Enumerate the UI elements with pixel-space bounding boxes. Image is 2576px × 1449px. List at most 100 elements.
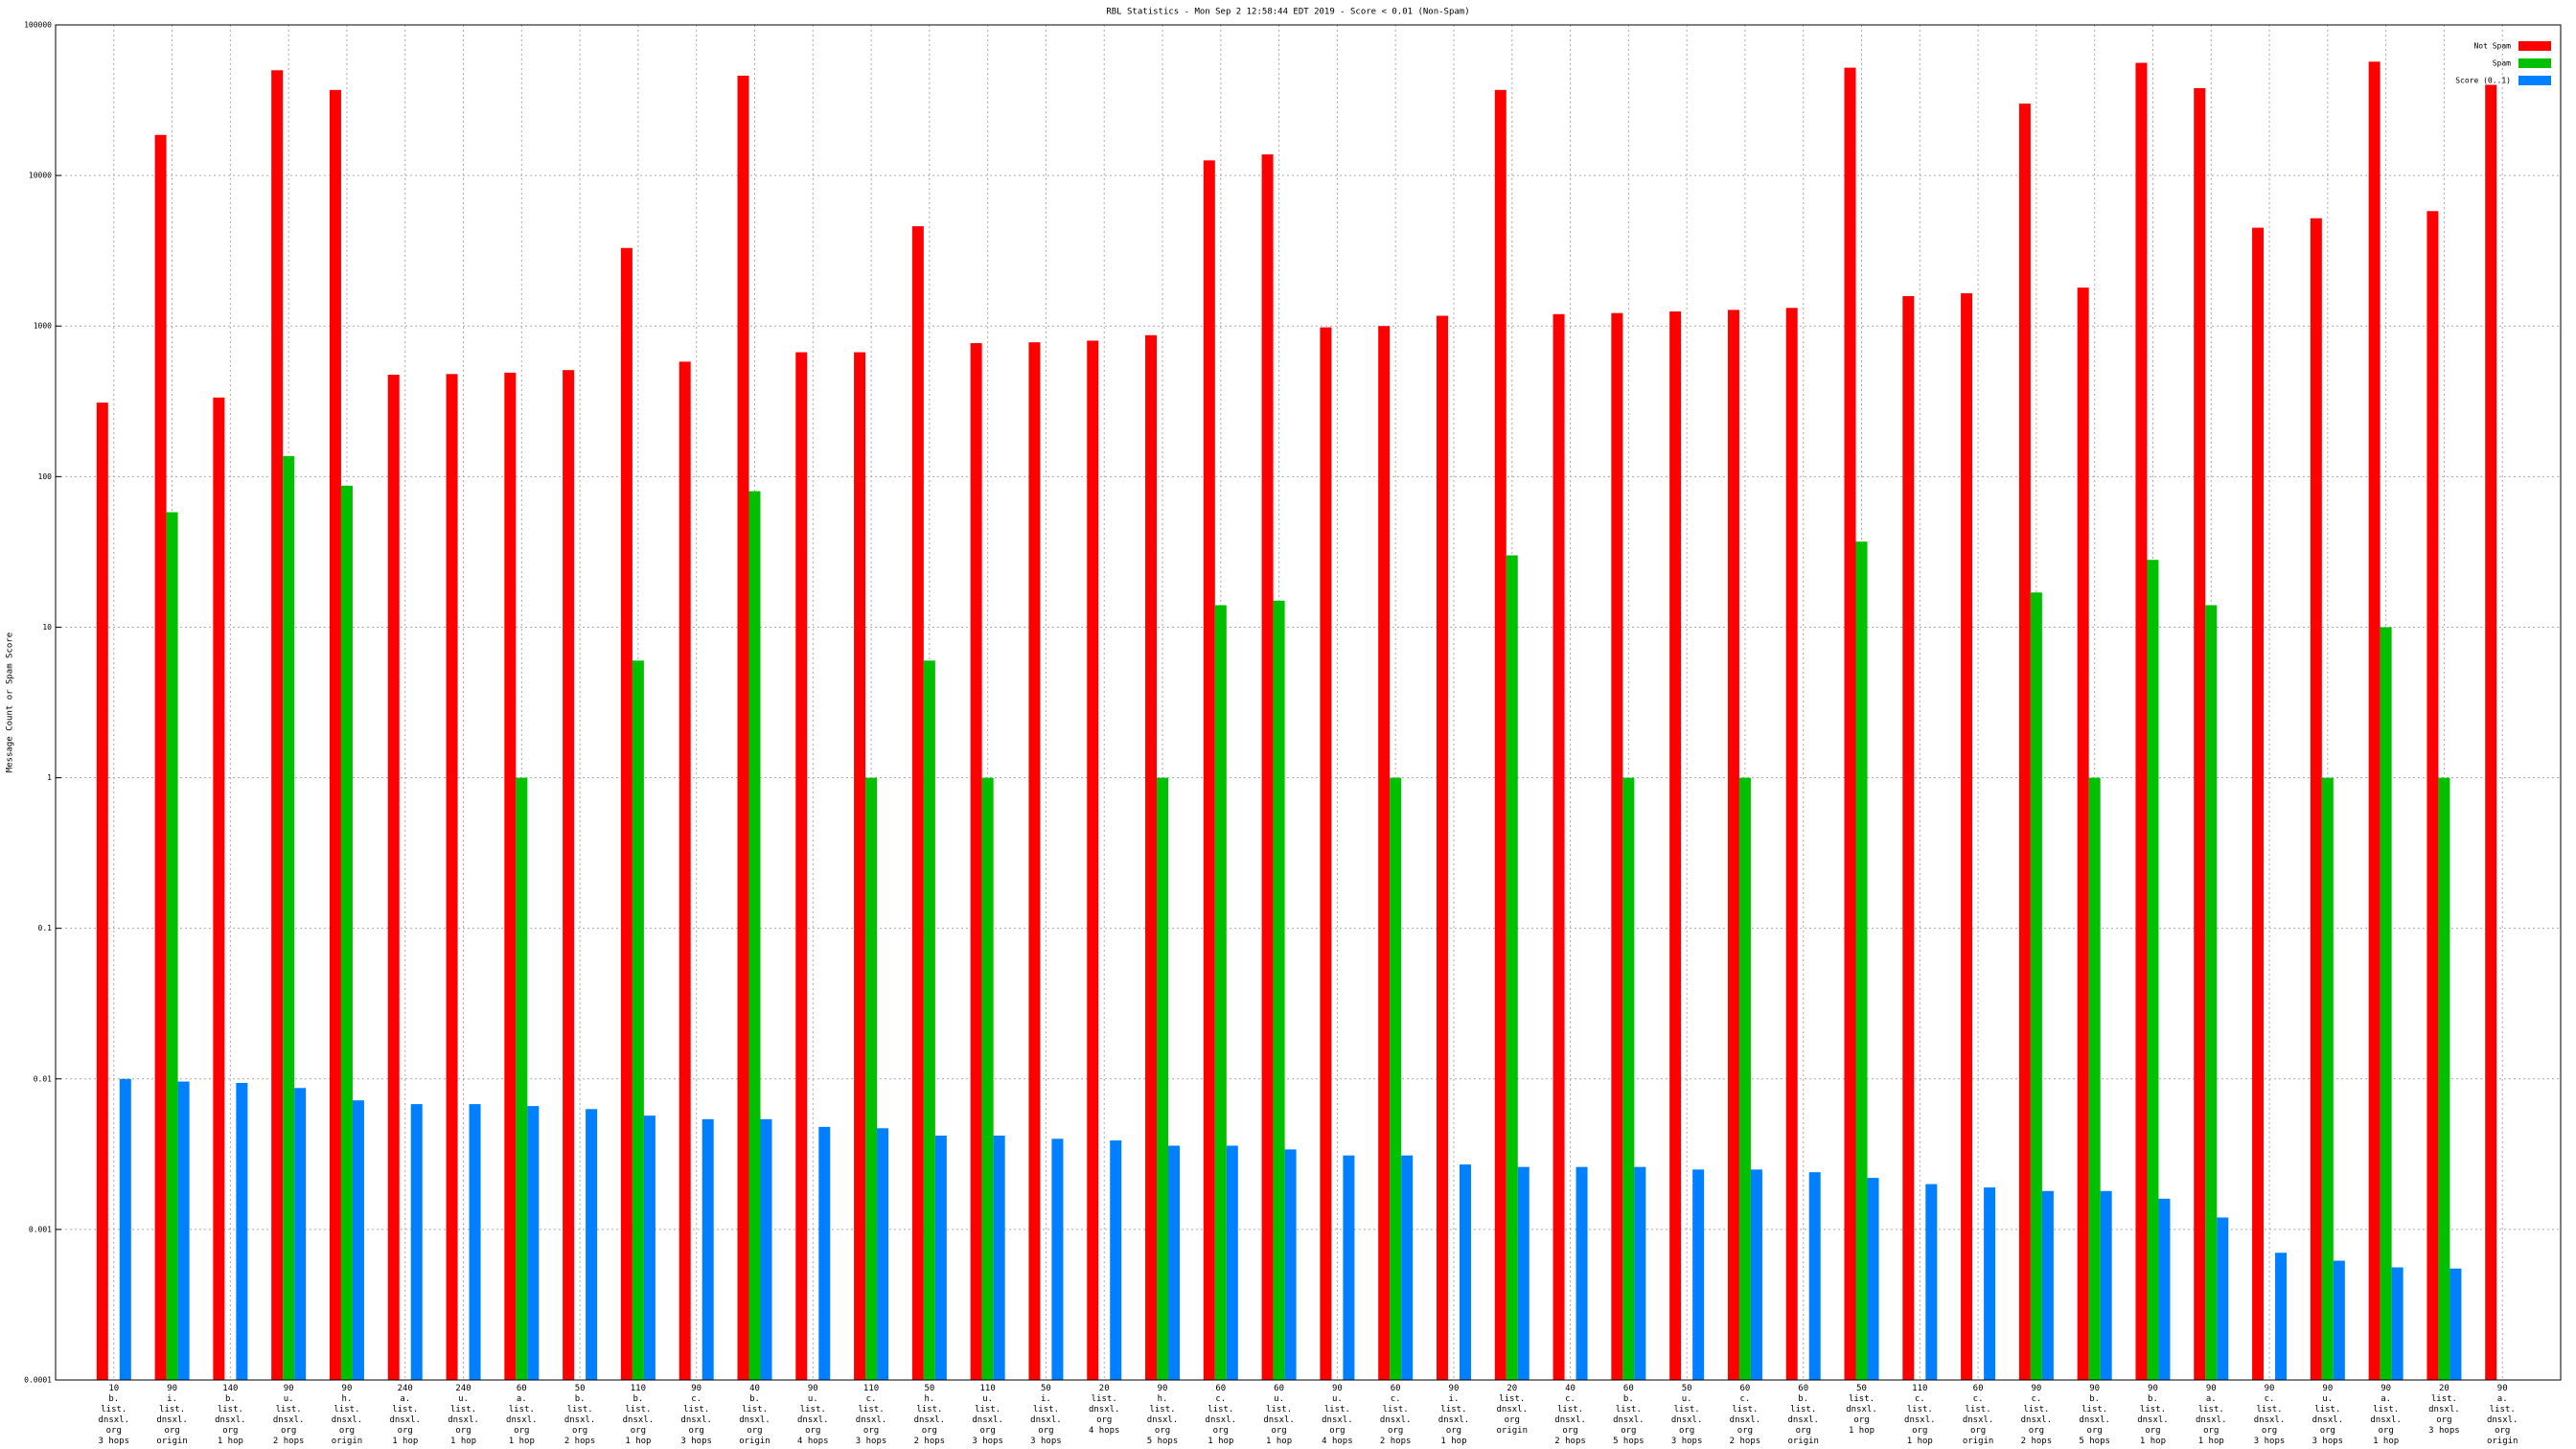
bar: [119, 1078, 131, 1380]
bar: [1168, 1145, 1181, 1380]
bar: [934, 1135, 947, 1380]
bar: [1051, 1138, 1064, 1380]
y-tick-label: 0.1: [38, 924, 53, 932]
bar: [1110, 1140, 1122, 1380]
x-tick-label: 90 b. list. dnsxl. org 1 hop: [2137, 1384, 2169, 1446]
bar: [2217, 1217, 2229, 1380]
bar: [760, 1118, 772, 1380]
x-tick-label: 90 c. list. dnsxl. org 3 hops: [680, 1384, 712, 1446]
bar: [643, 1116, 656, 1380]
bar: [1622, 777, 1635, 1380]
bar: [586, 1109, 598, 1380]
x-tick-label: 90 c. list. dnsxl. org 2 hops: [2020, 1384, 2053, 1446]
bar: [1750, 1169, 1762, 1380]
x-tick-label: 90 u. list. dnsxl. org 2 hops: [272, 1384, 305, 1446]
y-tick-label: 0.0001: [24, 1376, 52, 1385]
bar: [166, 512, 178, 1380]
bar: [410, 1104, 423, 1380]
x-tick-label: 90 c. list. dnsxl. org 3 hops: [2253, 1384, 2286, 1446]
bar: [854, 352, 866, 1380]
bar: [1506, 555, 1518, 1380]
bar: [1343, 1155, 1355, 1380]
bar: [340, 485, 353, 1380]
bar: [632, 660, 644, 1380]
bar: [1459, 1164, 1471, 1380]
x-tick-label: 90 a. list. dnsxl. org 1 hop: [2370, 1384, 2402, 1446]
legend-label: Score (0..1): [2455, 77, 2511, 85]
y-tick-label: 0.001: [29, 1225, 52, 1233]
x-tick-label: 60 a. list. dnsxl. org 1 hop: [506, 1384, 538, 1446]
x-tick-label: 40 b. list. dnsxl. org origin: [739, 1384, 770, 1446]
bar: [1634, 1166, 1646, 1380]
y-tick-label: 10000: [29, 172, 52, 180]
bar: [2018, 104, 2031, 1381]
bar: [795, 352, 808, 1380]
bar: [154, 134, 167, 1381]
y-tick-label: 0.01: [34, 1074, 52, 1083]
bar: [2088, 777, 2101, 1380]
x-tick-label: 20 list. dnsxl. org origin: [1496, 1384, 1529, 1436]
y-tick-label: 1: [47, 773, 52, 782]
bar: [1494, 89, 1506, 1380]
x-tick-label: 90 u. list. dnsxl. org 4 hops: [797, 1384, 829, 1446]
bar: [2041, 1190, 2054, 1380]
bar: [1401, 1155, 1414, 1380]
x-tick-label: 240 u. list. dnsxl. org 1 hop: [448, 1384, 479, 1446]
bar: [2485, 84, 2497, 1381]
bar: [2077, 288, 2089, 1380]
bar: [1902, 296, 1915, 1380]
legend-label: Spam: [2493, 59, 2511, 68]
bar: [865, 777, 878, 1380]
x-tick-label: 90 a. list. dnsxl. org 1 hop: [2195, 1384, 2227, 1446]
bar: [1390, 777, 1402, 1380]
bar: [1226, 1145, 1238, 1380]
bar: [1436, 315, 1448, 1380]
x-tick-label: 60 c. list. dnsxl. org origin: [1962, 1384, 1994, 1446]
bar: [1517, 1166, 1530, 1380]
bar: [818, 1126, 831, 1380]
legend-swatch: [2518, 58, 2551, 68]
bar: [2030, 592, 2042, 1380]
x-tick-label: 20 list. dnsxl. org 3 hops: [2428, 1384, 2460, 1436]
x-tick-label: 110 c. list. dnsxl. org 1 hop: [1904, 1384, 1936, 1446]
bar: [387, 375, 400, 1381]
x-tick-label: 110 b. list. dnsxl. org 1 hop: [622, 1384, 655, 1446]
bar: [177, 1081, 190, 1380]
bar: [2135, 62, 2148, 1380]
bar: [1925, 1184, 1938, 1380]
x-tick-label: 90 i. list. dnsxl. org 1 hop: [1438, 1384, 1470, 1446]
x-tick-label: 50 u. list. dnsxl. org 3 hops: [1670, 1384, 1703, 1446]
bar: [1157, 777, 1169, 1380]
bar: [527, 1106, 540, 1380]
bar: [504, 372, 517, 1380]
x-tick-label: 90 u. list. dnsxl. org 4 hops: [1322, 1384, 1353, 1446]
bar: [1378, 326, 1391, 1381]
bar: [1552, 313, 1565, 1380]
bar: [1692, 1169, 1705, 1380]
bar: [620, 247, 632, 1380]
x-tick-label: 50 b. list. dnsxl. org 2 hops: [564, 1384, 596, 1446]
x-tick-label: 140 b. list. dnsxl. org 1 hop: [215, 1384, 246, 1446]
bar: [2147, 560, 2159, 1380]
bar: [1028, 342, 1041, 1381]
bar: [294, 1088, 307, 1380]
bar: [702, 1118, 714, 1380]
bar: [2321, 777, 2334, 1380]
x-tick-label: 50 h. list. dnsxl. org 2 hops: [913, 1384, 946, 1446]
y-tick-label: 100: [38, 472, 53, 481]
bar: [1808, 1172, 1821, 1380]
bar: [993, 1135, 1005, 1380]
bar: [516, 777, 528, 1380]
bar: [1669, 310, 1682, 1380]
bar: [2194, 88, 2206, 1381]
x-tick-label: 240 a. list. dnsxl. org 1 hop: [389, 1384, 421, 1446]
x-tick-label: 60 u. list. dnsxl. org 1 hop: [1263, 1384, 1295, 1446]
bar: [2380, 627, 2392, 1380]
x-tick-label: 60 b. list. dnsxl. org 5 hops: [1613, 1384, 1644, 1446]
bar: [271, 70, 284, 1380]
bar: [2391, 1267, 2404, 1380]
x-tick-label: 60 b. list. dnsxl. org origin: [1787, 1384, 1819, 1446]
bar: [2100, 1190, 2112, 1380]
bar: [1145, 334, 1158, 1381]
y-axis-label: Message Count or Spam Score: [6, 632, 15, 772]
